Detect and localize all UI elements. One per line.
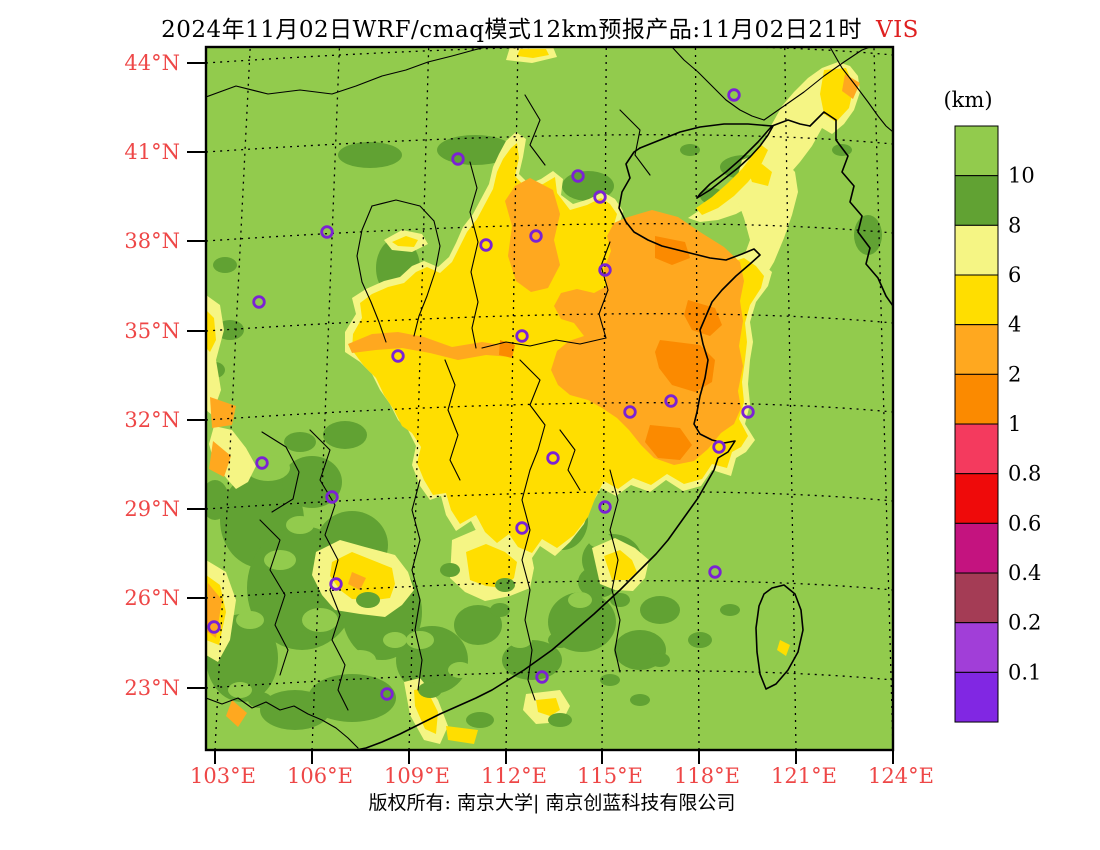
lat-tick-label: 29°N xyxy=(124,497,180,521)
colorbar-tick-label: 0.2 xyxy=(1008,611,1041,635)
station-marker xyxy=(529,229,543,243)
station-marker xyxy=(741,405,755,419)
lat-tick-label: 38°N xyxy=(124,229,180,253)
colorbar-segment xyxy=(954,572,999,624)
colorbar-tick-label: 0.1 xyxy=(1008,660,1041,684)
lon-tick-label: 112°E xyxy=(481,764,547,788)
colorbar-segment xyxy=(954,274,999,326)
lat-tick-label: 23°N xyxy=(124,676,180,700)
colorbar-tick-label: 8 xyxy=(1008,213,1021,237)
station-marker xyxy=(207,620,221,634)
lon-tick-label: 103°E xyxy=(190,764,256,788)
colorbar-tick-label: 0.4 xyxy=(1008,561,1041,585)
station-marker xyxy=(451,152,465,166)
colorbar-segment xyxy=(954,423,999,475)
map-frame xyxy=(204,45,895,752)
station-marker xyxy=(623,405,637,419)
page-title: 2024年11月02日WRF/cmaq模式12km预报产品:11月02日21时 V… xyxy=(0,10,1080,44)
colorbar-segment xyxy=(954,671,999,723)
lon-tick-label: 121°E xyxy=(771,764,837,788)
colorbar-segment xyxy=(954,175,999,226)
visibility-1-2-regions xyxy=(499,236,722,460)
visibility-colorbar: 10 8 6 4 2 1 0.8 0.6 0.4 0.2 0.1 xyxy=(954,125,1041,723)
station-marker xyxy=(598,500,612,514)
station-marker xyxy=(535,670,549,684)
station-marker xyxy=(712,440,726,454)
colorbar-segment xyxy=(954,373,999,425)
colorbar-tick-label: 1 xyxy=(1008,412,1021,436)
axis-labels: 44°N 41°N 38°N 35°N 32°N 29°N 26°N 23°N 103°E 106… xyxy=(124,51,934,788)
station-markers xyxy=(207,88,755,701)
station-marker xyxy=(515,329,529,343)
colorbar-segment xyxy=(954,125,999,177)
lat-tick-label: 44°N xyxy=(124,51,180,75)
lat-tick-label: 41°N xyxy=(124,140,180,164)
station-marker xyxy=(320,225,334,239)
station-marker xyxy=(380,687,394,701)
map-fill-layers xyxy=(206,47,893,750)
lon-tick-label: 118°E xyxy=(674,764,740,788)
lat-tick-label: 32°N xyxy=(124,408,180,432)
colorbar-tick-label: 2 xyxy=(1008,362,1021,386)
colorbar-tick-label: 6 xyxy=(1008,263,1021,287)
title-variable-vis: VIS xyxy=(875,17,919,43)
meridian-line xyxy=(311,47,341,750)
colorbar-segment xyxy=(954,622,999,673)
colorbar-segment xyxy=(954,324,999,375)
lon-tick-label: 109°E xyxy=(384,764,450,788)
colorbar-tick-label: 4 xyxy=(1008,313,1021,337)
station-marker xyxy=(391,349,405,363)
lat-tick-label: 35°N xyxy=(124,319,180,343)
meridian-line xyxy=(601,47,607,750)
forest-speckles xyxy=(248,563,740,728)
province-borders xyxy=(206,47,893,749)
colorbar-unit: (km) xyxy=(943,88,993,112)
meridian-line xyxy=(214,47,251,750)
meridian-line xyxy=(873,47,893,750)
station-marker xyxy=(325,490,339,504)
station-marker xyxy=(546,451,560,465)
meridian-line xyxy=(505,47,519,750)
station-marker xyxy=(479,238,493,252)
station-marker xyxy=(252,295,266,309)
graticule xyxy=(206,47,893,750)
meridian-line xyxy=(408,47,430,750)
station-marker xyxy=(598,263,612,277)
station-marker xyxy=(708,565,722,579)
title-text: 2024年11月02日WRF/cmaq模式12km预报产品:11月02日21时 xyxy=(161,17,862,43)
station-marker xyxy=(329,577,343,591)
lon-tick-label: 124°E xyxy=(868,764,934,788)
copyright-line: 版权所有: 南京大学| 南京创蓝科技有限公司 xyxy=(368,792,736,814)
colorbar-tick-label: 0.8 xyxy=(1008,462,1041,486)
station-marker xyxy=(727,88,741,102)
lat-tick-label: 26°N xyxy=(124,586,180,610)
colorbar-tick-label: 10 xyxy=(1008,164,1035,188)
station-marker xyxy=(515,521,529,535)
colorbar-segment xyxy=(954,224,999,276)
station-marker xyxy=(255,456,269,470)
lon-tick-label: 106°E xyxy=(287,764,353,788)
station-marker xyxy=(593,190,607,204)
colorbar-segment xyxy=(954,522,999,574)
meridian-line xyxy=(784,47,797,750)
colorbar-segment xyxy=(954,473,999,524)
station-marker xyxy=(664,394,678,408)
colorbar-tick-label: 0.6 xyxy=(1008,511,1041,535)
meridian-line xyxy=(694,47,700,750)
lon-tick-label: 115°E xyxy=(577,764,643,788)
station-marker xyxy=(571,169,585,183)
